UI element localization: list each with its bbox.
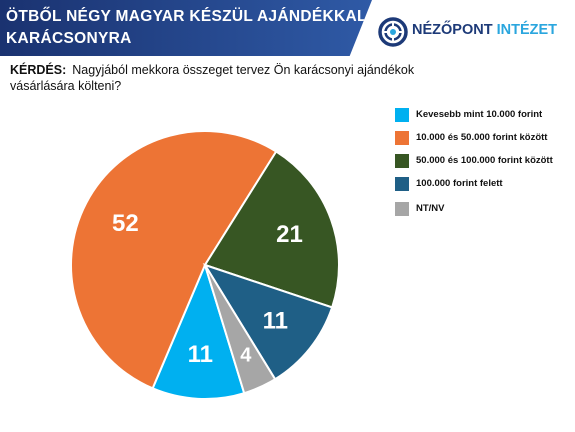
legend-label-2: 50.000 és 100.000 forint között <box>416 155 553 166</box>
data-label-1: 52 <box>112 210 139 237</box>
question-label: KÉRDÉS: <box>10 63 67 77</box>
pie-slice-4 <box>204 264 277 395</box>
data-label-0: 11 <box>188 341 213 368</box>
legend-swatch-0 <box>395 108 409 122</box>
legend-label-4: NT/NV <box>416 203 445 214</box>
page-title-line-2: KARÁCSONYRA <box>6 30 132 47</box>
question: KÉRDÉS: Nagyjából mekkora összeget tervez… <box>10 62 480 94</box>
question-text: Nagyjából mekkora összeget tervez Ön kar… <box>10 63 415 93</box>
pie-slice-0 <box>151 262 246 400</box>
page-title-line-1: ÖTBŐL NÉGY MAGYAR KÉSZÜL AJÁNDÉKKAL <box>6 8 367 25</box>
data-label-2: 21 <box>276 221 303 248</box>
logo: NÉZŐPONT INTÉZET <box>378 14 568 50</box>
legend-swatch-1 <box>395 131 409 145</box>
pie-slice-1 <box>70 130 278 390</box>
target-icon <box>378 17 408 47</box>
pie-slice-3 <box>202 263 334 381</box>
data-label-3: 11 <box>263 307 288 334</box>
legend-swatch-4 <box>395 202 409 216</box>
logo-word-1: NÉZŐPONT <box>412 22 493 38</box>
legend-swatch-3 <box>395 177 409 191</box>
logo-word-2: INTÉZET <box>496 22 558 38</box>
pie-slice-2 <box>203 150 340 309</box>
legend-swatch-2 <box>395 154 409 168</box>
data-label-4: 4 <box>240 344 252 366</box>
title-banner: ÖTBŐL NÉGY MAGYAR KÉSZÜL AJÁNDÉKKAL KARÁ… <box>0 0 372 56</box>
legend-label-0: Kevesebb mint 10.000 forint <box>416 109 543 120</box>
logo-text: NÉZŐPONT INTÉZET <box>412 22 557 38</box>
legend-label-3: 100.000 forint felett <box>416 178 503 189</box>
legend-label-1: 10.000 és 50.000 forint között <box>416 132 548 143</box>
